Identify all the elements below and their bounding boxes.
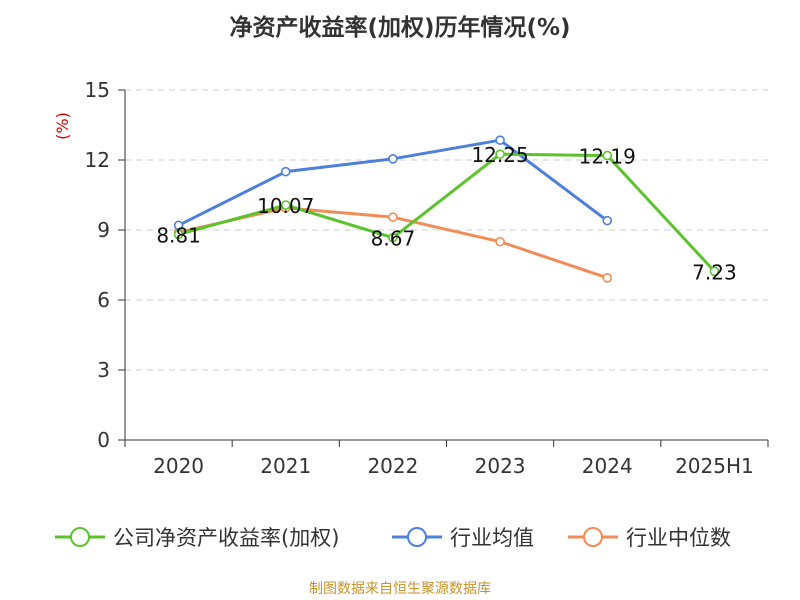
data-point [495,236,505,247]
legend-marker [407,527,427,547]
source-note: 制图数据来自恒生聚源数据库 [309,581,491,597]
y-tick-label: 0 [97,428,110,452]
y-tick-label: 3 [97,358,110,382]
data-point [280,200,291,210]
legend-marker [583,527,603,547]
y-axis-unit-label: (%) [53,112,72,140]
legend-marker [70,527,90,547]
x-tick-label: 2024 [582,454,633,478]
series-line [178,152,716,273]
axes: 0 3 6 9 12 15 2020 2021 2022 2023 2024 2025H1 (%) [53,78,769,478]
y-tick-label: 15 [85,78,110,102]
y-tick-label: 12 [85,148,110,172]
data-point [173,220,184,231]
data-label: 12.19 [579,145,636,169]
legend-label: 公司净资产收益率(加权) [113,526,339,550]
data-point [388,212,398,222]
data-labels: 8.81 10.07 8.67 12.25 12.19 7.23 [156,143,736,284]
series-lines [173,135,720,283]
data-point [173,229,184,240]
data-point [495,149,505,159]
y-tick-label: 6 [97,288,110,312]
legend: 公司净资产收益率(加权) 行业均值 行业中位数 [55,526,731,550]
x-tick-label: 2025H1 [675,454,754,478]
x-tick-label: 2023 [475,454,526,478]
x-tick-label: 2020 [153,454,204,478]
data-label: 8.81 [156,223,201,247]
x-tick-label: 2021 [260,454,311,478]
data-label: 7.23 [692,260,737,284]
data-point [495,135,505,145]
chart-title: 净资产收益率(加权)历年情况(%) [229,15,571,41]
data-point [280,166,291,177]
data-label: 8.67 [371,227,416,251]
legend-label: 行业中位数 [626,526,731,550]
data-point [602,150,613,161]
legend-label: 行业均值 [450,526,534,550]
data-point [602,215,613,226]
y-tick-label: 9 [97,218,110,242]
data-point [602,273,613,283]
data-label: 10.07 [257,194,314,218]
x-tick-label: 2022 [367,454,418,478]
data-point [388,232,398,243]
data-point [388,154,398,164]
data-point [709,266,720,277]
data-label: 12.25 [471,143,528,167]
